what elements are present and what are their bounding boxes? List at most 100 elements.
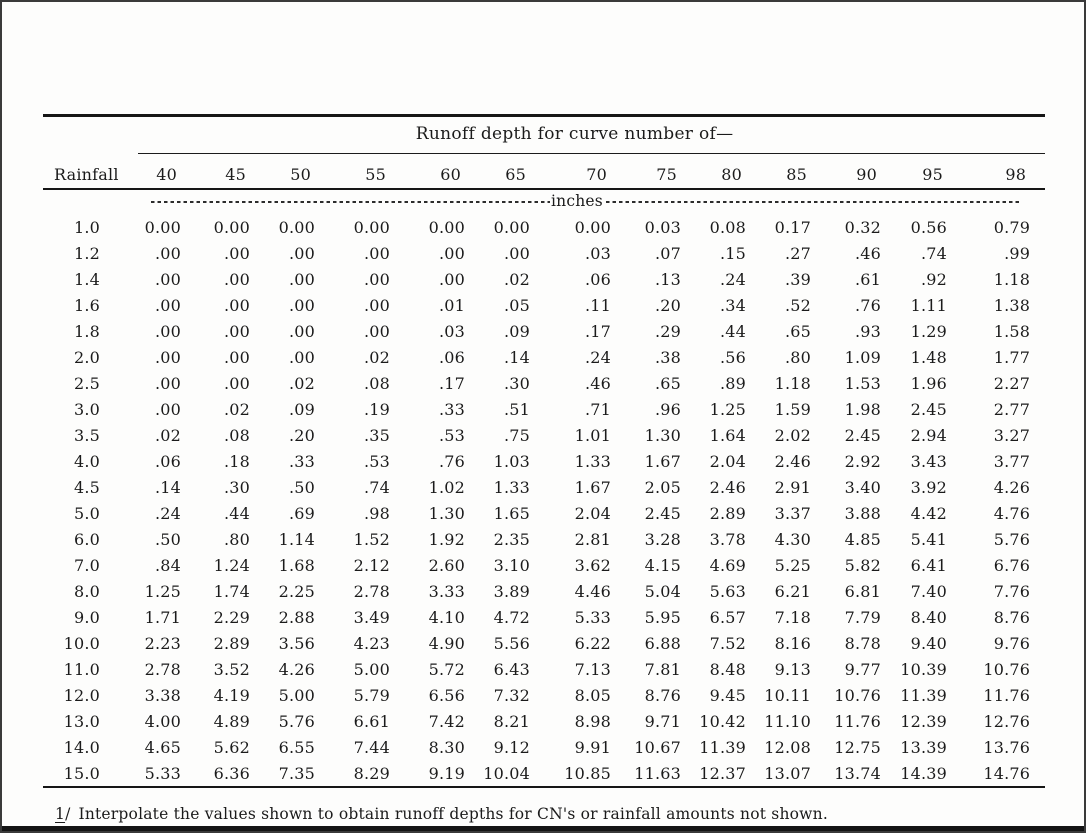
table-row: 7.0 .84 1.24 1.68 2.12 2.60 3.10 3.62 4.15 4.69 5.…	[43, 552, 1045, 578]
table-row: 1.6 .00 .00 .00 .00 .01 .05 .11 .20 .34 .52 .76 1.11…	[43, 292, 1045, 318]
runoff-value-cell: 5.76	[278, 711, 315, 731]
table-row: 15.0 5.33 6.36 7.35 8.29 9.19 10.04 10.85 11.63 1…	[43, 760, 1045, 787]
runoff-value-cell: 5.56	[493, 633, 530, 653]
spanner-row: Runoff depth for curve number of—	[43, 115, 1046, 154]
runoff-value-cell: .46	[854, 243, 881, 263]
runoff-value-cell: .96	[654, 399, 681, 419]
runoff-value-cell: .80	[223, 529, 250, 549]
rainfall-column-header: Rainfall	[43, 153, 138, 190]
runoff-value-cell: 2.46	[709, 477, 746, 497]
runoff-value-cell: .24	[719, 269, 746, 289]
runoff-value-cell: 9.77	[844, 659, 881, 679]
runoff-value-cell: .00	[154, 321, 181, 341]
runoff-value-cell: 1.30	[644, 425, 681, 445]
runoff-value-cell: 3.52	[213, 659, 250, 679]
runoff-value-cell: 8.40	[910, 607, 947, 627]
runoff-value-cell: .08	[223, 425, 250, 445]
runoff-value-cell: 1.11	[910, 295, 947, 315]
cn-header-40: 40	[138, 153, 181, 190]
runoff-value-cell: 12.08	[764, 737, 811, 757]
table-row: 10.0 2.23 2.89 3.56 4.23 4.90 5.56 6.22 6.88 7.52…	[43, 630, 1045, 656]
runoff-value-cell: 14.76	[983, 763, 1031, 783]
rainfall-cell: 7.0	[73, 555, 100, 575]
cn-header-98: 98	[947, 153, 1046, 190]
runoff-value-cell: 2.89	[213, 633, 250, 653]
table-row: 14.0 4.65 5.62 6.55 7.44 8.30 9.12 9.91 10.67 11.…	[43, 734, 1045, 760]
footnote: 1/Interpolate the values shown to obtain…	[55, 805, 828, 823]
runoff-value-cell: .74	[363, 477, 390, 497]
runoff-value-cell: .14	[154, 477, 181, 497]
runoff-value-cell: .00	[438, 243, 465, 263]
runoff-value-cell: 3.78	[709, 529, 746, 549]
runoff-value-cell: .71	[584, 399, 611, 419]
runoff-value-cell: 7.44	[353, 737, 390, 757]
runoff-value-cell: .75	[503, 425, 530, 445]
runoff-value-cell: .00	[438, 269, 465, 289]
runoff-value-cell: 2.29	[213, 607, 250, 627]
rainfall-cell: 2.0	[73, 347, 100, 367]
runoff-value-cell: .13	[654, 269, 681, 289]
runoff-value-cell: 3.56	[278, 633, 315, 653]
runoff-value-cell: 9.71	[644, 711, 681, 731]
runoff-value-cell: 7.79	[844, 607, 881, 627]
runoff-value-cell: .05	[503, 295, 530, 315]
runoff-value-cell: .53	[363, 451, 390, 471]
runoff-value-cell: 3.77	[993, 451, 1031, 471]
runoff-value-cell: 6.55	[278, 737, 315, 757]
runoff-value-cell: 4.26	[278, 659, 315, 679]
runoff-value-cell: .76	[854, 295, 881, 315]
runoff-value-cell: 2.45	[910, 399, 947, 419]
runoff-value-cell: .44	[223, 503, 250, 523]
table-row: 8.0 1.25 1.74 2.25 2.78 3.33 3.89 4.46 5.04 5.63 6…	[43, 578, 1045, 604]
runoff-value-cell: 5.76	[993, 529, 1031, 549]
table-row: 2.0 .00 .00 .00 .02 .06 .14 .24 .38 .56 .80 1.09 1.4…	[43, 344, 1045, 370]
runoff-value-cell: 1.74	[213, 581, 250, 601]
runoff-value-cell: 13.39	[900, 737, 947, 757]
runoff-value-cell: .00	[154, 373, 181, 393]
runoff-value-cell: 1.24	[213, 555, 250, 575]
runoff-value-cell: .00	[223, 295, 250, 315]
runoff-value-cell: 0.56	[910, 217, 947, 237]
runoff-value-cell: 4.19	[213, 685, 250, 705]
runoff-value-cell: 10.76	[834, 685, 881, 705]
runoff-value-cell: 7.52	[709, 633, 746, 653]
runoff-value-cell: 2.05	[644, 477, 681, 497]
runoff-value-cell: .02	[154, 425, 181, 445]
rainfall-cell: 13.0	[63, 711, 100, 731]
cn-header-row: Rainfall 40 45 50 55 60 65 70 75 80 85 90 95 98	[43, 153, 1046, 190]
runoff-value-cell: 2.91	[774, 477, 811, 497]
runoff-value-cell: 3.40	[844, 477, 881, 497]
runoff-value-cell: 3.62	[574, 555, 611, 575]
runoff-value-cell: 0.00	[574, 217, 611, 237]
runoff-value-cell: 14.39	[900, 763, 947, 783]
runoff-value-cell: .29	[654, 321, 681, 341]
runoff-value-cell: 6.57	[709, 607, 746, 627]
runoff-value-cell: .24	[154, 503, 181, 523]
cn-header-65: 65	[465, 153, 530, 190]
units-line: inches	[151, 194, 1022, 210]
runoff-value-cell: .92	[920, 269, 947, 289]
runoff-value-cell: .09	[503, 321, 530, 341]
runoff-value-cell: 5.41	[910, 529, 947, 549]
runoff-value-cell: 8.05	[574, 685, 611, 705]
runoff-value-cell: .00	[288, 321, 315, 341]
runoff-value-cell: .17	[438, 373, 465, 393]
runoff-value-cell: 1.77	[993, 347, 1031, 367]
runoff-value-cell: 6.88	[644, 633, 681, 653]
runoff-value-cell: .51	[503, 399, 530, 419]
footnote-marker-number: 1	[55, 805, 66, 823]
cn-header-75: 75	[611, 153, 681, 190]
rainfall-cell: 9.0	[73, 607, 100, 627]
runoff-value-cell: 1.58	[993, 321, 1031, 341]
runoff-value-cell: 8.29	[353, 763, 390, 783]
runoff-value-cell: .00	[154, 347, 181, 367]
runoff-value-cell: .80	[784, 347, 811, 367]
table-row: 2.5 .00 .00 .02 .08 .17 .30 .46 .65 .89 1.18 1.53 1.…	[43, 370, 1045, 396]
runoff-value-cell: .34	[719, 295, 746, 315]
runoff-value-cell: 11.39	[699, 737, 746, 757]
runoff-value-cell: 5.62	[213, 737, 250, 757]
runoff-value-cell: .18	[223, 451, 250, 471]
runoff-value-cell: 12.37	[699, 763, 746, 783]
rainfall-cell: 1.0	[73, 217, 100, 237]
